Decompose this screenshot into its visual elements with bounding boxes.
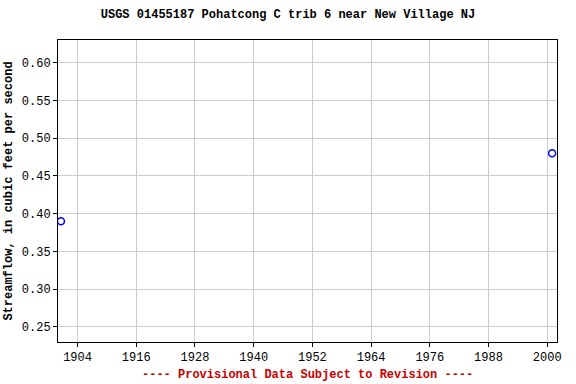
svg-text:0.55: 0.55 bbox=[22, 95, 51, 109]
svg-text:USGS 01455187 Pohatcong C trib: USGS 01455187 Pohatcong C trib 6 near Ne… bbox=[101, 8, 475, 22]
svg-text:1952: 1952 bbox=[298, 351, 327, 365]
svg-text:1964: 1964 bbox=[357, 351, 386, 365]
svg-text:---- Provisional Data Subject: ---- Provisional Data Subject to Revisio… bbox=[142, 368, 473, 382]
svg-text:1988: 1988 bbox=[474, 351, 503, 365]
svg-text:0.30: 0.30 bbox=[22, 283, 51, 297]
svg-text:2000: 2000 bbox=[533, 351, 562, 365]
svg-text:Streamflow, in cubic feet per: Streamflow, in cubic feet per second bbox=[2, 61, 16, 320]
svg-text:0.35: 0.35 bbox=[22, 246, 51, 260]
svg-text:0.45: 0.45 bbox=[22, 170, 51, 184]
svg-text:0.40: 0.40 bbox=[22, 208, 51, 222]
svg-text:0.60: 0.60 bbox=[22, 57, 51, 71]
svg-text:0.50: 0.50 bbox=[22, 132, 51, 146]
svg-text:1916: 1916 bbox=[122, 351, 151, 365]
svg-text:1928: 1928 bbox=[181, 351, 210, 365]
svg-text:1976: 1976 bbox=[415, 351, 444, 365]
svg-text:1904: 1904 bbox=[63, 351, 92, 365]
svg-text:0.25: 0.25 bbox=[22, 321, 51, 335]
svg-text:1940: 1940 bbox=[239, 351, 268, 365]
